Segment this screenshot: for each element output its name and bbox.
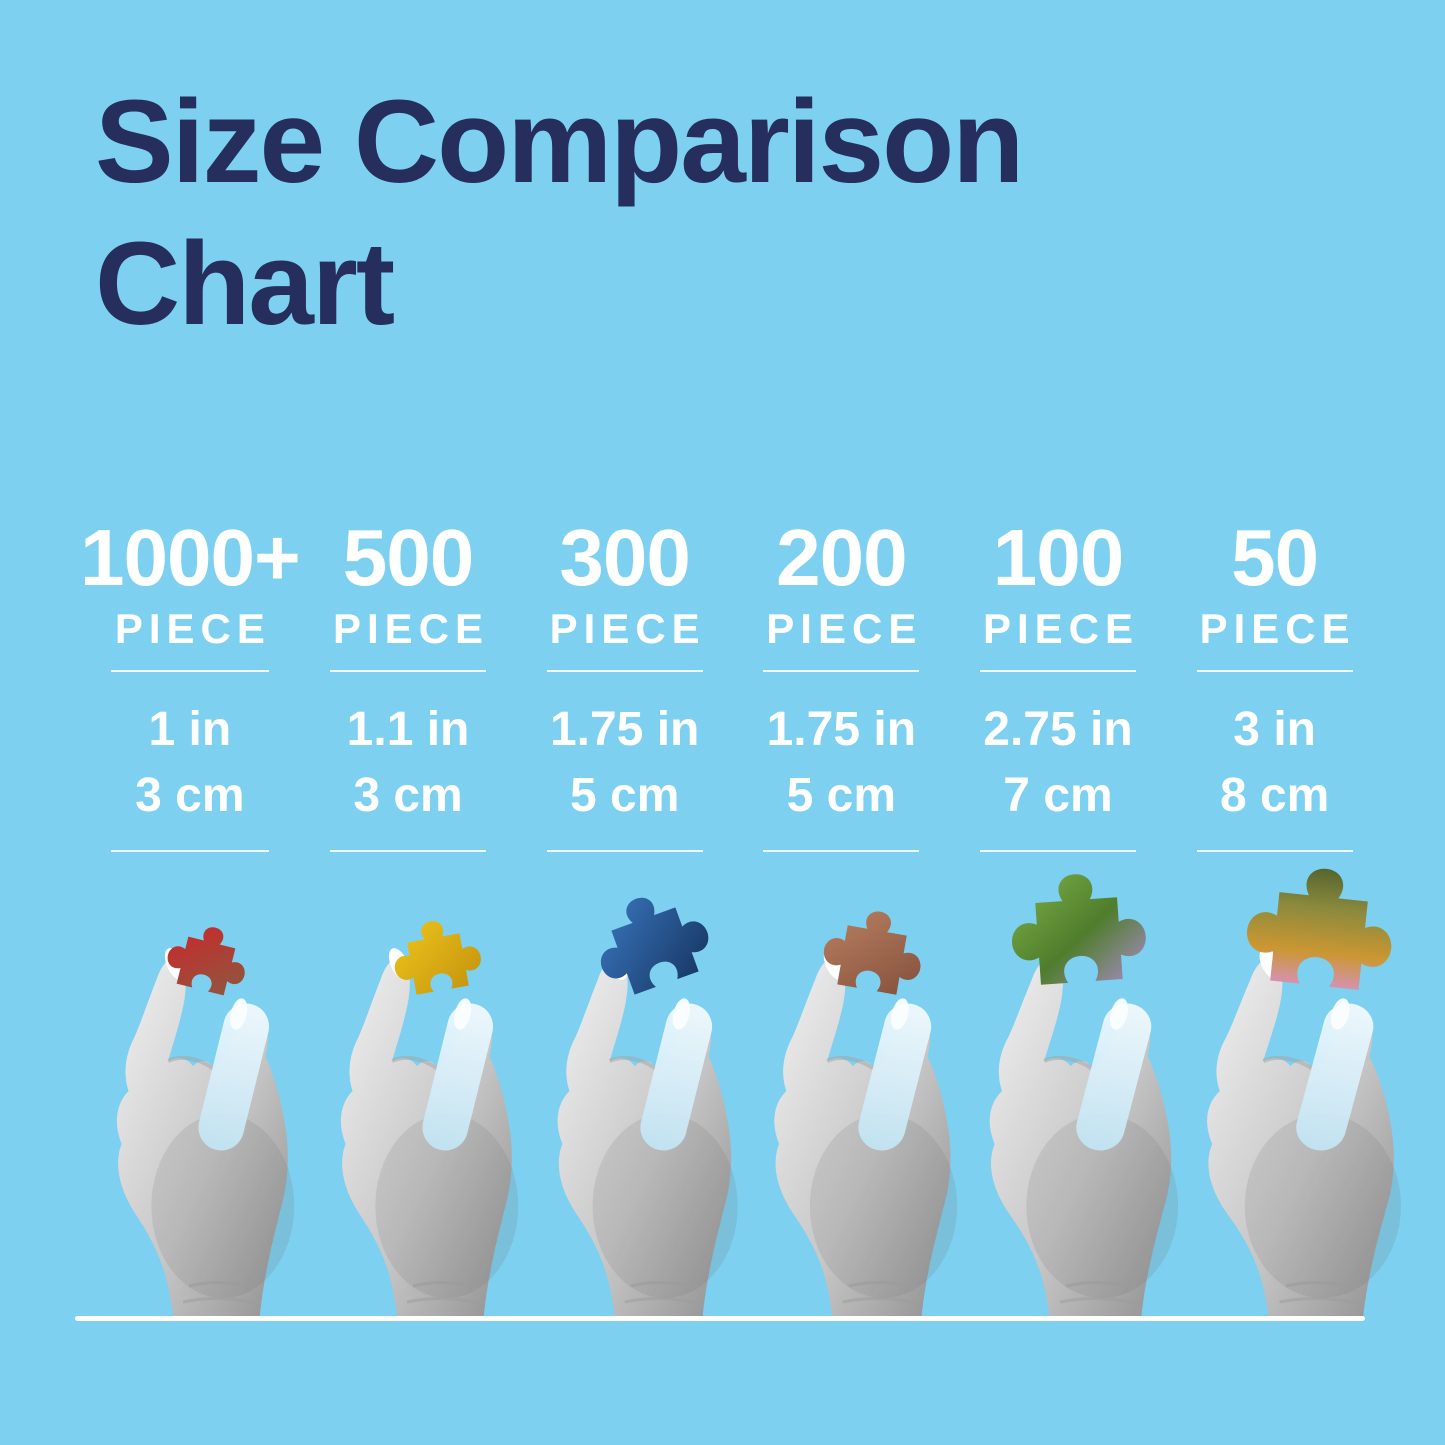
inch-size: 2.75 in — [983, 703, 1133, 756]
piece-label: PIECE — [766, 605, 923, 652]
puzzle-piece-icon — [1012, 874, 1146, 985]
piece-count: 300 — [559, 513, 690, 602]
size-column-50: 50 PIECE 3 in 8 cm — [1166, 512, 1383, 852]
piece-label: PIECE — [114, 605, 271, 652]
piece-count: 200 — [776, 513, 907, 602]
column-divider — [110, 850, 269, 852]
inch-size: 1.75 in — [766, 703, 917, 756]
inch-size: 1 in — [148, 703, 232, 756]
column-divider — [979, 670, 1136, 672]
hand-photo-100 — [942, 874, 1216, 1318]
piece-label: PIECE — [332, 605, 490, 652]
column-divider — [546, 670, 703, 672]
puzzle-piece-icon — [601, 897, 709, 995]
size-column-1000: 1000+ PIECE 1 in 3 cm — [80, 512, 301, 852]
puzzle-piece-icon — [394, 921, 481, 995]
size-column-200: 200 PIECE 1.75 in 5 cm — [733, 512, 950, 852]
column-divider — [1196, 850, 1353, 852]
column-divider — [1196, 670, 1353, 672]
cm-size: 5 cm — [786, 769, 897, 822]
column-divider — [110, 670, 269, 672]
hand-photo-200 — [728, 908, 994, 1318]
piece-label: PIECE — [1199, 605, 1356, 652]
column-divider — [546, 850, 703, 852]
puzzle-piece-icon — [167, 927, 245, 996]
column-divider — [979, 850, 1136, 852]
page-title: Size Comparison Chart — [95, 72, 1024, 355]
cm-size: 5 cm — [569, 769, 680, 822]
column-divider — [330, 670, 487, 672]
inch-size: 1.75 in — [549, 703, 700, 756]
cm-size: 3 cm — [353, 769, 463, 822]
piece-label: PIECE — [549, 605, 706, 652]
hand-photo-300 — [512, 897, 774, 1318]
puzzle-piece-icon — [823, 911, 921, 995]
inch-size: 1.1 in — [346, 703, 470, 756]
puzzle-piece-icon — [1247, 868, 1392, 990]
column-divider — [330, 850, 487, 852]
size-column-500: 500 PIECE 1.1 in 3 cm — [300, 512, 517, 852]
piece-count: 500 — [342, 513, 474, 602]
piece-label: PIECE — [982, 605, 1139, 652]
piece-count: 100 — [992, 513, 1124, 602]
size-column-100: 100 PIECE 2.75 in 7 cm — [950, 512, 1167, 852]
inch-size: 3 in — [1233, 703, 1316, 756]
cm-size: 3 cm — [135, 769, 245, 822]
title-line-2: Chart — [95, 217, 395, 350]
size-column-300: 300 PIECE 1.75 in 5 cm — [516, 512, 733, 852]
size-table: 1000+ PIECE 1 in 3 cm 500 PIECE 1.1 in 3… — [80, 512, 1383, 852]
title-line-1: Size Comparison — [95, 76, 1024, 208]
cm-size: 8 cm — [1219, 769, 1330, 822]
hand-photo-50 — [1158, 868, 1440, 1318]
piece-count: 50 — [1231, 513, 1319, 602]
bottom-rule — [75, 1316, 1365, 1321]
cm-size: 7 cm — [1003, 769, 1113, 822]
column-divider — [763, 850, 920, 852]
hand-photo-500 — [296, 908, 554, 1318]
hand-photo-1000 — [72, 908, 330, 1318]
piece-count: 1000+ — [80, 513, 301, 602]
column-divider — [763, 670, 920, 672]
